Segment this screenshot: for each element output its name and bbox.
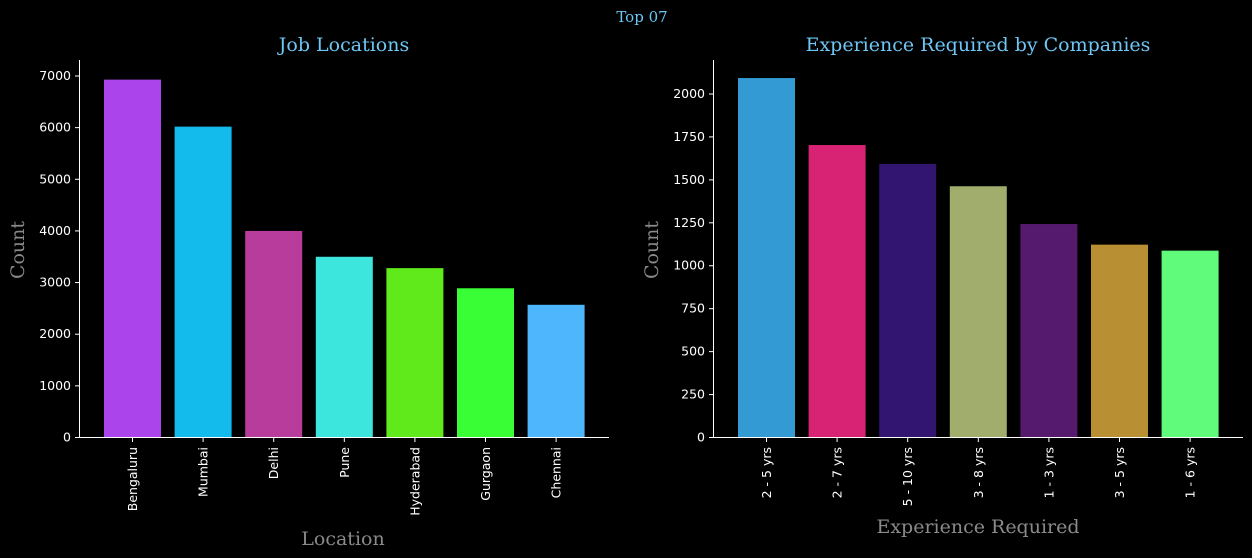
x-tick-label: 2 - 7 yrs [830,447,845,498]
job-locations-chart: Job Locations 0 1000 2000 3000 4000 5000 6000 7… [7,34,609,550]
x-tick-label: Delhi [266,447,281,479]
bar [527,304,585,437]
y-tick-label: 2000 [673,86,705,101]
bar [738,78,795,437]
y-tick-label: 250 [681,387,705,402]
x-tick-label: Bengaluru [125,447,140,511]
bar [1091,244,1148,437]
bar [457,288,514,437]
x-tick-label: Gurgaon [478,447,493,501]
y-tick-label: 2000 [39,326,71,341]
x-tick-label: Hyderabad [407,447,422,516]
x-tick-label: Mumbai [196,447,211,497]
y-axis-label: Count [7,221,29,279]
y-tick-label: 6000 [39,120,71,135]
y-tick-label: 500 [681,344,705,359]
y-axis-label: Count [641,221,663,279]
x-tick-label: 1 - 6 yrs [1183,447,1198,498]
bar [315,256,373,437]
y-ticks: 0 1000 2000 3000 4000 5000 6000 7000 [39,68,80,445]
x-ticks: Bengaluru Mumbai Delhi Pune Hyderabad Gurgaon… [125,437,564,516]
x-tick-label: 3 - 5 yrs [1112,447,1127,498]
bar [245,230,303,437]
y-tick-label: 3000 [39,275,71,290]
bar [949,186,1007,437]
x-tick-label: 2 - 5 yrs [759,447,774,498]
x-axis-label: Location [301,528,384,550]
y-tick-label: 1000 [39,378,71,393]
bar [808,145,866,437]
y-tick-label: 7000 [39,68,71,83]
bars [104,79,585,437]
y-tick-label: 0 [63,430,71,445]
bars [738,78,1219,437]
x-ticks: 2 - 5 yrs 2 - 7 yrs 5 - 10 yrs 3 - 8 yrs 1 -… [759,437,1198,506]
bar [1161,250,1219,437]
y-tick-label: 1000 [673,258,705,273]
x-tick-label: 1 - 3 yrs [1041,447,1056,498]
y-tick-label: 5000 [39,171,71,186]
experience-required-chart: Experience Required by Companies 0 250 500… [641,34,1243,538]
y-tick-label: 1250 [673,215,705,230]
y-tick-label: 4000 [39,223,71,238]
bar [386,268,444,437]
y-tick-label: 1500 [673,172,705,187]
bar [174,126,232,437]
y-ticks: 0 250 500 750 1000 1250 1500 1750 2000 [673,86,714,445]
x-tick-label: 3 - 8 yrs [971,447,986,498]
y-tick-label: 0 [697,430,705,445]
x-tick-label: Pune [337,447,352,478]
bar [104,79,161,437]
chart-title: Experience Required by Companies [806,34,1151,56]
x-tick-label: 5 - 10 yrs [900,447,915,506]
y-tick-label: 1750 [673,129,705,144]
x-tick-label: Chennai [549,447,564,498]
x-axis-label: Experience Required [876,516,1079,538]
chart-title: Job Locations [277,34,409,56]
bar [879,163,937,437]
bar [1020,224,1078,437]
figure-suptitle: Top 07 [616,8,667,26]
y-tick-label: 750 [681,301,705,316]
